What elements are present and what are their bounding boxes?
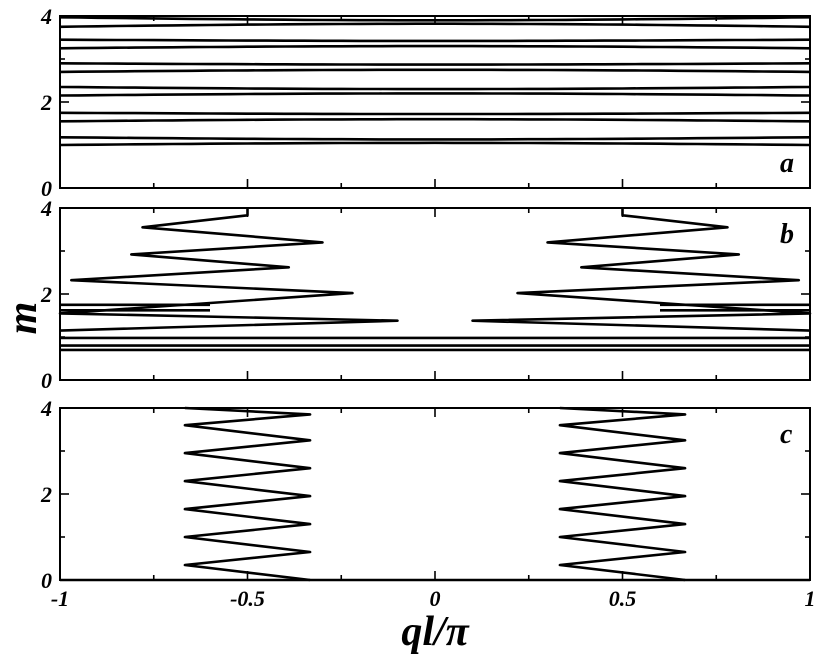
panel-1-ytick-label-4: 4 [40, 196, 52, 221]
panel-a-band-line-4 [59, 92, 811, 97]
panel-1-ytick-label-2: 2 [40, 282, 52, 307]
panel-a-band-line-9 [59, 38, 811, 43]
panel-0-ytick-label-0: 0 [41, 176, 52, 201]
panel-b-left-zigzag [58, 208, 399, 332]
panel-a-label: a [780, 148, 794, 179]
xtick-label-0: 0 [430, 586, 441, 611]
panel-0-ytick-label-2: 2 [40, 90, 52, 115]
xtick-label--1: -1 [51, 586, 69, 611]
y-axis-title: m [0, 302, 46, 335]
tick-marks [59, 15, 811, 581]
panel-a-band-line-8 [59, 44, 811, 50]
panel-c-left-zigzag [183, 406, 312, 582]
panel-a-band-line-0 [59, 141, 811, 147]
panel-c-label: c [780, 419, 793, 450]
panel-a-band-line-1 [59, 136, 811, 141]
panel-b-right-zigzag [471, 208, 812, 332]
panel-b-label: b [780, 219, 794, 250]
xtick-label--0.5: -0.5 [230, 586, 265, 611]
panel-2-ytick-label-2: 2 [40, 482, 52, 507]
panel-2-ytick-label-0: 0 [41, 568, 52, 593]
panel-1-ytick-label-0: 0 [41, 368, 52, 393]
panel-a-band-line-7 [59, 62, 811, 66]
panel-a-band-line-2 [59, 117, 811, 123]
xtick-label-1: 1 [805, 586, 814, 611]
panel-0-ytick-label-4: 4 [40, 4, 52, 29]
panel-c-right-zigzag [558, 406, 687, 582]
panel-a-curves [59, 16, 811, 147]
panel-c-frame [59, 407, 811, 581]
panel-b-frame [59, 207, 811, 381]
xtick-label-0.5: 0.5 [609, 586, 637, 611]
panel-a-band-line-3 [59, 111, 811, 116]
x-axis-title: ql/π [401, 609, 469, 655]
panel-a-band-line-5 [59, 85, 811, 91]
panel-a-band-line-6 [59, 68, 811, 74]
panel-c-curves [60, 406, 810, 582]
panel-2-ytick-label-4: 4 [40, 396, 52, 421]
panel-b-curves [58, 208, 812, 352]
